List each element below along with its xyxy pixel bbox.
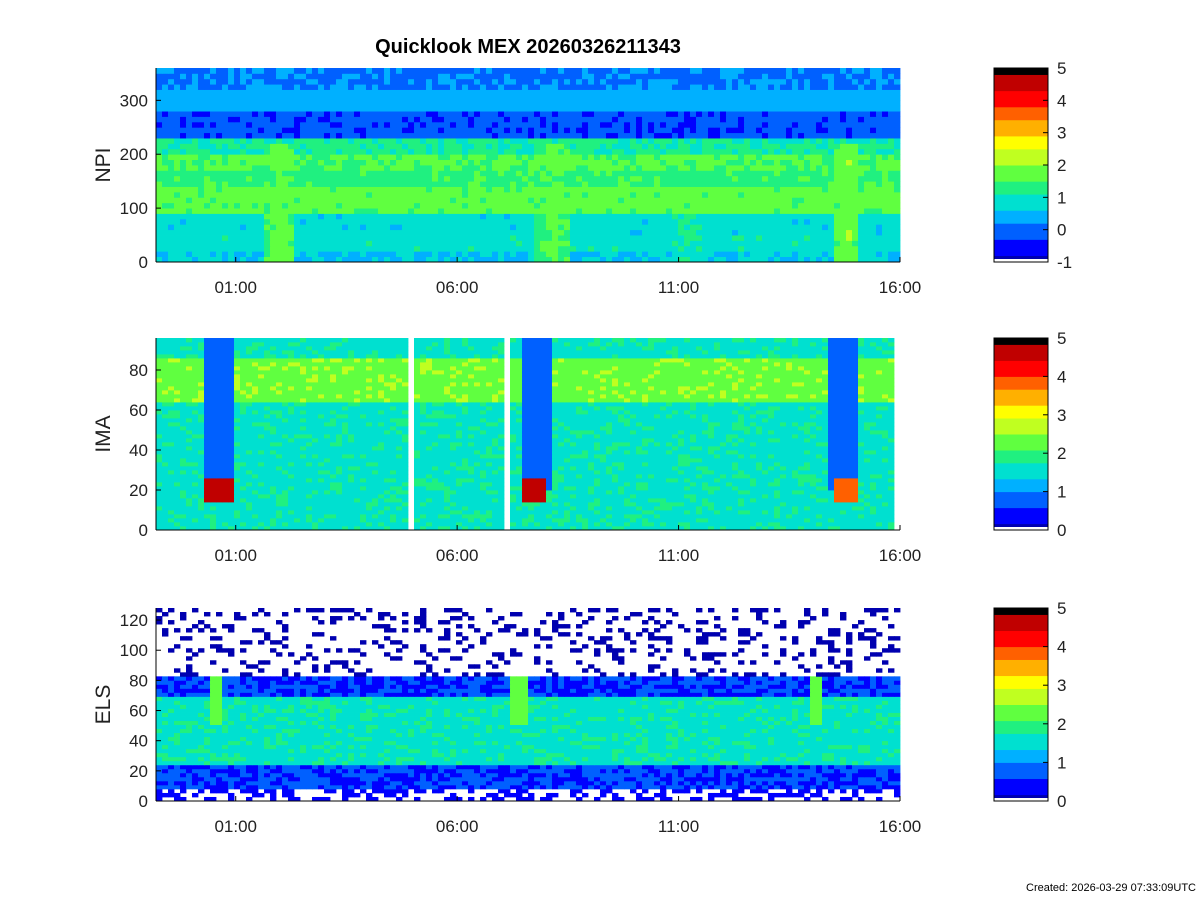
x-tick-label: 06:00 [436,817,479,836]
x-tick-label: 11:00 [658,546,699,565]
y-tick-label: 100 [120,199,148,218]
colorbar-tick-label: 1 [1057,753,1066,772]
colorbar-tick-label: -1 [1057,253,1072,272]
x-tick-label: 06:00 [436,278,479,297]
colorbar-tick-label: 4 [1057,638,1066,657]
y-tick-label: 80 [129,671,148,690]
colorbar-tick-label: 5 [1057,599,1066,618]
colorbar-tick-label: 4 [1057,367,1066,386]
npi-panel: 0 100 200 300 01:00 06:00 11:00 16:00 NPI -1 0 1 2 3 4… [92,59,1072,297]
y-tick-label: 20 [129,762,148,781]
colorbar-tick-label: 4 [1057,91,1066,110]
colorbar: -1 0 1 2 3 4 5 [993,59,1072,272]
heatmap-cells [156,338,895,531]
colorbar: 0 1 2 3 4 5 [993,599,1066,811]
y-tick-label: 0 [139,521,148,540]
y-tick-label: 20 [129,481,148,500]
x-tick-label: 16:00 [879,817,922,836]
y-axis-label: NPI [92,147,115,182]
x-tick-label: 11:00 [658,817,699,836]
x-tick-label: 16:00 [879,546,922,565]
y-tick-label: 40 [129,441,148,460]
y-tick-label: 40 [129,732,148,751]
figure-title: Quicklook MEX 20260326211343 [375,36,681,58]
y-tick-label: 120 [120,611,148,630]
y-tick-label: 60 [129,702,148,721]
x-tick-label: 06:00 [436,546,479,565]
heatmap-cells [156,608,901,802]
created-timestamp: Created: 2026-03-29 07:33:09UTC [1026,882,1196,894]
colorbar-tick-label: 2 [1057,444,1066,463]
x-tick-label: 01:00 [214,817,257,836]
y-tick-label: 300 [120,91,148,110]
heatmap-cells [156,68,901,263]
y-tick-label: 60 [129,401,148,420]
colorbar-tick-label: 3 [1057,124,1066,143]
colorbar-tick-label: 3 [1057,406,1066,425]
colorbar-tick-label: 5 [1057,59,1066,78]
y-axis-label: IMA [92,415,115,452]
ima-panel: 0 20 40 60 80 01:00 06:00 11:00 16:00 IMA 0 1 2 3 4 5 [92,329,1066,565]
y-tick-label: 0 [139,792,148,811]
colorbar-tick-label: 1 [1057,188,1066,207]
y-tick-label: 0 [139,253,148,272]
colorbar-tick-label: 0 [1057,792,1066,811]
x-tick-label: 16:00 [879,278,922,297]
x-tick-label: 01:00 [214,278,257,297]
colorbar-tick-label: 0 [1057,521,1066,540]
els-panel: 0 20 40 60 80 100 120 01:00 06:00 11:00 16:00 ELS 0 1… [92,599,1066,836]
colorbar-tick-label: 2 [1057,156,1066,175]
colorbar-tick-label: 0 [1057,221,1066,240]
x-tick-label: 01:00 [214,546,257,565]
colorbar-tick-label: 3 [1057,676,1066,695]
colorbar: 0 1 2 3 4 5 [993,329,1066,540]
colorbar-tick-label: 2 [1057,715,1066,734]
y-axis-label: ELS [92,685,115,725]
x-tick-label: 11:00 [658,278,699,297]
colorbar-tick-label: 1 [1057,483,1066,502]
colorbar-tick-label: 5 [1057,329,1066,348]
y-tick-label: 80 [129,361,148,380]
y-tick-label: 100 [120,641,148,660]
y-tick-label: 200 [120,145,148,164]
